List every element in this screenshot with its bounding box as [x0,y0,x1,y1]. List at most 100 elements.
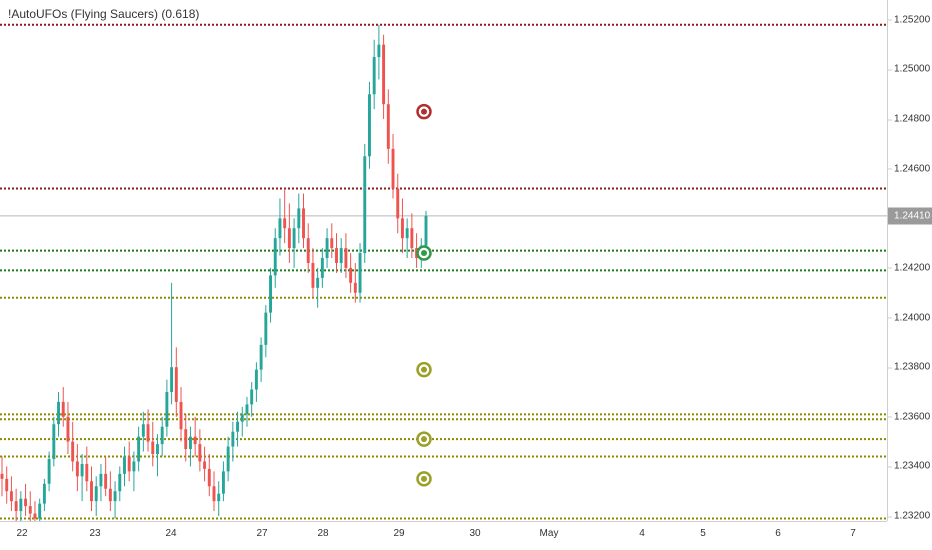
time-scale[interactable]: 22 23 24 27 28 29 30 May 4 5 6 7 [0,521,887,550]
candle[interactable] [47,451,51,492]
saucer-marker-1[interactable] [416,245,432,261]
saucer-marker-0[interactable] [416,103,432,120]
candle[interactable] [123,446,126,487]
candle[interactable] [24,483,28,517]
candle[interactable] [254,362,258,402]
candle[interactable] [71,421,75,472]
saucer-marker-2[interactable] [416,361,432,378]
candle[interactable] [372,39,376,110]
candle[interactable] [28,491,32,521]
candle[interactable] [400,198,404,254]
candle[interactable] [9,476,13,512]
candle[interactable] [146,409,150,452]
candle[interactable] [38,498,42,526]
candle[interactable] [316,267,320,308]
candle[interactable] [85,446,89,492]
candle[interactable] [236,411,240,447]
candle[interactable] [368,81,371,169]
candle[interactable] [250,382,254,417]
candle[interactable] [14,488,18,521]
candle-body [226,446,230,472]
candle[interactable] [278,198,282,256]
candle[interactable] [188,426,192,467]
saucer-marker-3[interactable] [416,431,432,447]
candle[interactable] [330,223,334,259]
candle[interactable] [396,173,400,234]
candle[interactable] [99,463,103,502]
candle[interactable] [339,238,343,273]
candle[interactable] [363,143,367,263]
candle[interactable] [0,456,4,497]
candle[interactable] [245,396,249,427]
candle[interactable] [287,203,291,263]
candle[interactable] [127,441,131,482]
price-scale[interactable]: 1.23200 1.23400 1.23600 1.23800 1.24000 1.242… [887,0,932,522]
candle[interactable] [174,347,178,417]
candle-body [9,491,13,502]
candle[interactable] [377,24,381,80]
candle[interactable] [75,444,79,492]
candle[interactable] [19,491,23,521]
candle[interactable] [212,471,216,512]
candle[interactable] [104,456,108,497]
candle[interactable] [259,337,263,383]
candle[interactable] [217,481,221,517]
candle[interactable] [57,391,60,437]
candle[interactable] [325,228,329,268]
candle[interactable] [137,426,141,472]
candle[interactable] [264,305,268,358]
candle[interactable] [311,248,315,298]
candle[interactable] [344,233,348,278]
candle[interactable] [231,421,235,462]
candle[interactable] [170,282,174,405]
candle[interactable] [80,454,84,502]
candle[interactable] [335,233,338,273]
candle[interactable] [349,253,353,293]
candle[interactable] [66,401,70,455]
candle[interactable] [5,466,9,504]
candle[interactable] [302,193,305,249]
price-chart[interactable] [0,0,887,526]
candle[interactable] [52,416,56,467]
candle[interactable] [269,267,272,323]
candle[interactable] [410,213,414,259]
candle[interactable] [156,434,159,477]
candle[interactable] [240,406,244,437]
candle[interactable] [386,89,390,164]
chart-area[interactable]: !AutoUFOs (Flying Saucers) (0.618) [0,0,887,526]
candle[interactable] [184,414,188,462]
candle[interactable] [320,248,324,288]
candle[interactable] [353,262,357,303]
candle[interactable] [90,466,93,512]
candle[interactable] [391,133,395,199]
candle[interactable] [61,387,65,427]
candle[interactable] [306,223,310,273]
candle[interactable] [203,446,207,482]
candle[interactable] [226,436,230,482]
candle[interactable] [292,218,296,268]
candle[interactable] [221,461,225,502]
candle[interactable] [207,454,211,497]
candle[interactable] [151,421,155,467]
candle[interactable] [132,451,136,492]
candle[interactable] [405,218,409,259]
candle[interactable] [283,188,287,244]
candle[interactable] [273,228,277,288]
candle[interactable] [94,476,98,517]
candle-body [287,228,291,249]
candle[interactable] [382,34,386,120]
candle[interactable] [33,501,37,526]
candle[interactable] [160,416,164,457]
candle[interactable] [358,243,362,303]
candle[interactable] [165,379,169,437]
candle[interactable] [113,481,117,519]
candle[interactable] [198,429,202,472]
candle[interactable] [141,411,145,452]
candle[interactable] [42,478,46,512]
candle[interactable] [193,416,197,457]
candle[interactable] [179,387,183,442]
saucer-marker-4[interactable] [416,471,432,487]
candle[interactable] [297,193,301,244]
candle[interactable] [118,466,122,502]
candle[interactable] [108,471,112,512]
